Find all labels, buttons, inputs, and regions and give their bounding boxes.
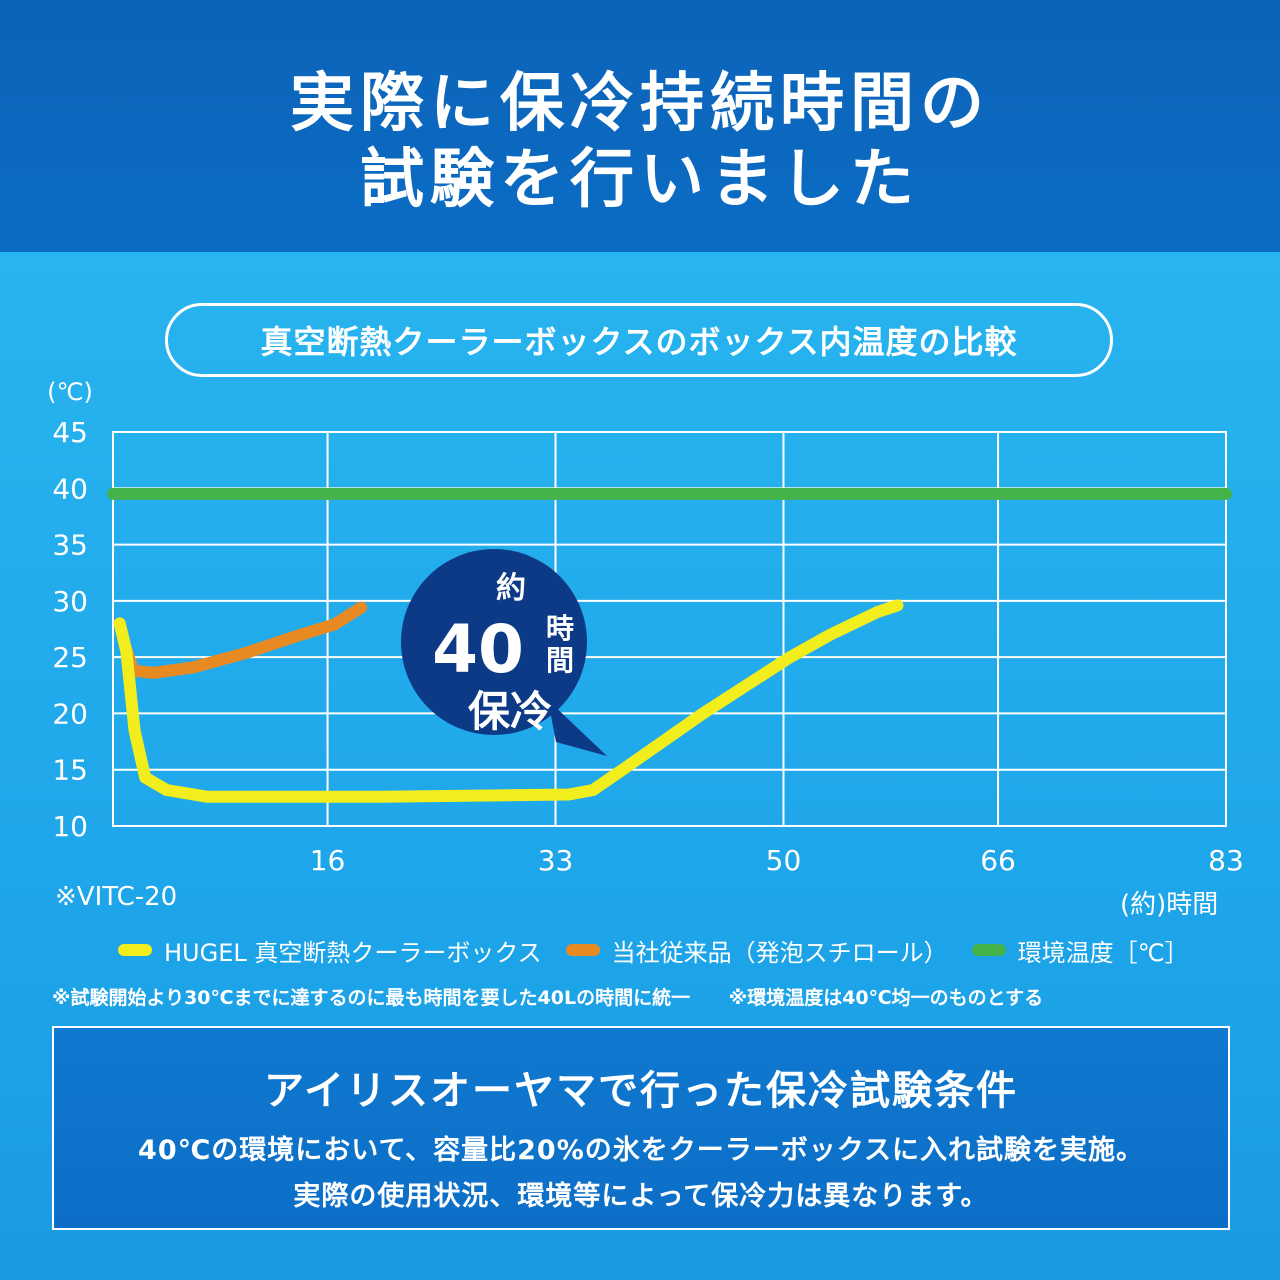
callout-top-text: 約 — [496, 571, 526, 606]
callout-number: 40 — [432, 611, 524, 688]
series-line-hugel — [113, 599, 904, 803]
x-tick-label: 16 — [310, 844, 346, 877]
model-note: ※VITC-20 — [55, 882, 178, 912]
header-banner: 実際に保冷持続時間の 試験を行いました — [0, 0, 1280, 252]
y-tick-label: 40 — [52, 472, 88, 505]
series-line-conventional — [113, 601, 368, 679]
callout-unit-top: 時 — [546, 612, 574, 645]
legend-label-conventional: 当社従来品（発泡スチロール） — [611, 938, 948, 967]
callout-unit-bottom: 間 — [546, 644, 574, 677]
x-tick-label: 83 — [1208, 844, 1244, 877]
x-axis-unit: (約)時間 — [1120, 890, 1219, 920]
legend-item-hugel: HUGEL 真空断熱クーラーボックス — [118, 933, 542, 968]
temperature-chart: (℃) 10 15 20 25 30 35 40 45 16 33 50 66 83 約 40 時 間 … — [47, 378, 1244, 877]
y-tick-label: 30 — [52, 585, 88, 618]
y-tick-label: 25 — [52, 641, 88, 674]
header-title-line1: 実際に保冷持続時間の — [290, 67, 990, 141]
legend-item-conventional: 当社従来品（発泡スチロール） — [565, 933, 948, 968]
conditions-title: アイリスオーヤマで行った保冷試験条件 — [264, 1068, 1018, 1114]
y-tick-label: 15 — [52, 754, 88, 787]
conditions-line1: 40℃の環境において、容量比20%の氷をクーラーボックスに入れ試験を実施。 — [138, 1135, 1144, 1166]
y-tick-label: 45 — [52, 416, 88, 449]
x-tick-label: 33 — [538, 844, 574, 877]
y-tick-label: 10 — [52, 810, 88, 843]
y-tick-label: 20 — [52, 697, 88, 730]
header-title-line2: 試験を行いました — [360, 143, 920, 217]
grid-layer: 10 15 20 25 30 35 40 45 16 33 50 66 83 — [52, 416, 1243, 877]
legend-swatch-hugel — [118, 944, 152, 956]
test-notes: ※試験開始より30℃までに達するのに最も時間を要した40Lの時間に統一 ※環境温… — [52, 983, 1043, 1010]
legend-swatch-ambient — [971, 944, 1006, 956]
chart-title: 真空断熱クーラーボックスのボックス内温度の比較 — [165, 303, 1113, 377]
y-tick-label: 35 — [52, 529, 88, 562]
y-axis-unit: (℃) — [47, 378, 93, 406]
x-tick-label: 50 — [766, 844, 802, 877]
legend-swatch-conventional — [565, 944, 600, 956]
test-conditions-box: アイリスオーヤマで行った保冷試験条件 40℃の環境において、容量比20%の氷をク… — [52, 1026, 1230, 1230]
legend-item-ambient: 環境温度［℃］ — [971, 933, 1189, 968]
duration-callout: 約 40 時 間 保冷 — [401, 549, 607, 756]
series-layer — [107, 487, 1232, 803]
x-tick-label: 66 — [980, 844, 1016, 877]
note-ambient: ※環境温度は40℃均一のものとする — [728, 987, 1044, 1009]
callout-bottom-text: 保冷 — [468, 687, 552, 736]
callout-pointer — [548, 700, 607, 756]
chart-legend: HUGEL 真空断熱クーラーボックス 当社従来品（発泡スチロール） 環境温度［℃… — [118, 932, 1189, 968]
callout-bubble — [401, 549, 587, 735]
legend-label-hugel: HUGEL 真空断熱クーラーボックス — [164, 938, 542, 967]
note-time-basis: ※試験開始より30℃までに達するのに最も時間を要した40Lの時間に統一 — [52, 987, 691, 1009]
conditions-line2: 実際の使用状況、環境等によって保冷力は異なります。 — [293, 1181, 989, 1212]
legend-label-ambient: 環境温度［℃］ — [1017, 938, 1189, 967]
